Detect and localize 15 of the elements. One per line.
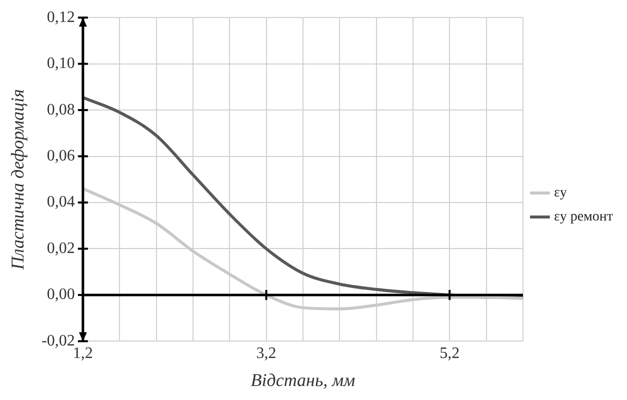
y-tick-label: 0,12: [46, 8, 75, 26]
y-tick-label: 0,04: [46, 194, 75, 211]
y-tick-label: 0,08: [46, 101, 75, 118]
y-tick-label: -0,02: [42, 332, 75, 350]
y-tick-label: 0,02: [46, 240, 75, 257]
y-tick-label: 0,00: [46, 286, 75, 304]
x-tick-label: 1,2: [72, 345, 93, 362]
y-axis-title: Пластична деформація: [8, 89, 28, 271]
y-tick-label: 0,10: [46, 55, 75, 72]
x-tick-label: 5,2: [440, 345, 460, 362]
x-axis-title: Відстань, мм: [250, 370, 356, 390]
legend-label: εy ремонт: [554, 210, 613, 225]
legend-label: εy: [554, 186, 567, 201]
x-tick-label: 3,2: [256, 345, 276, 362]
y-tick-label: 0,06: [46, 147, 75, 164]
